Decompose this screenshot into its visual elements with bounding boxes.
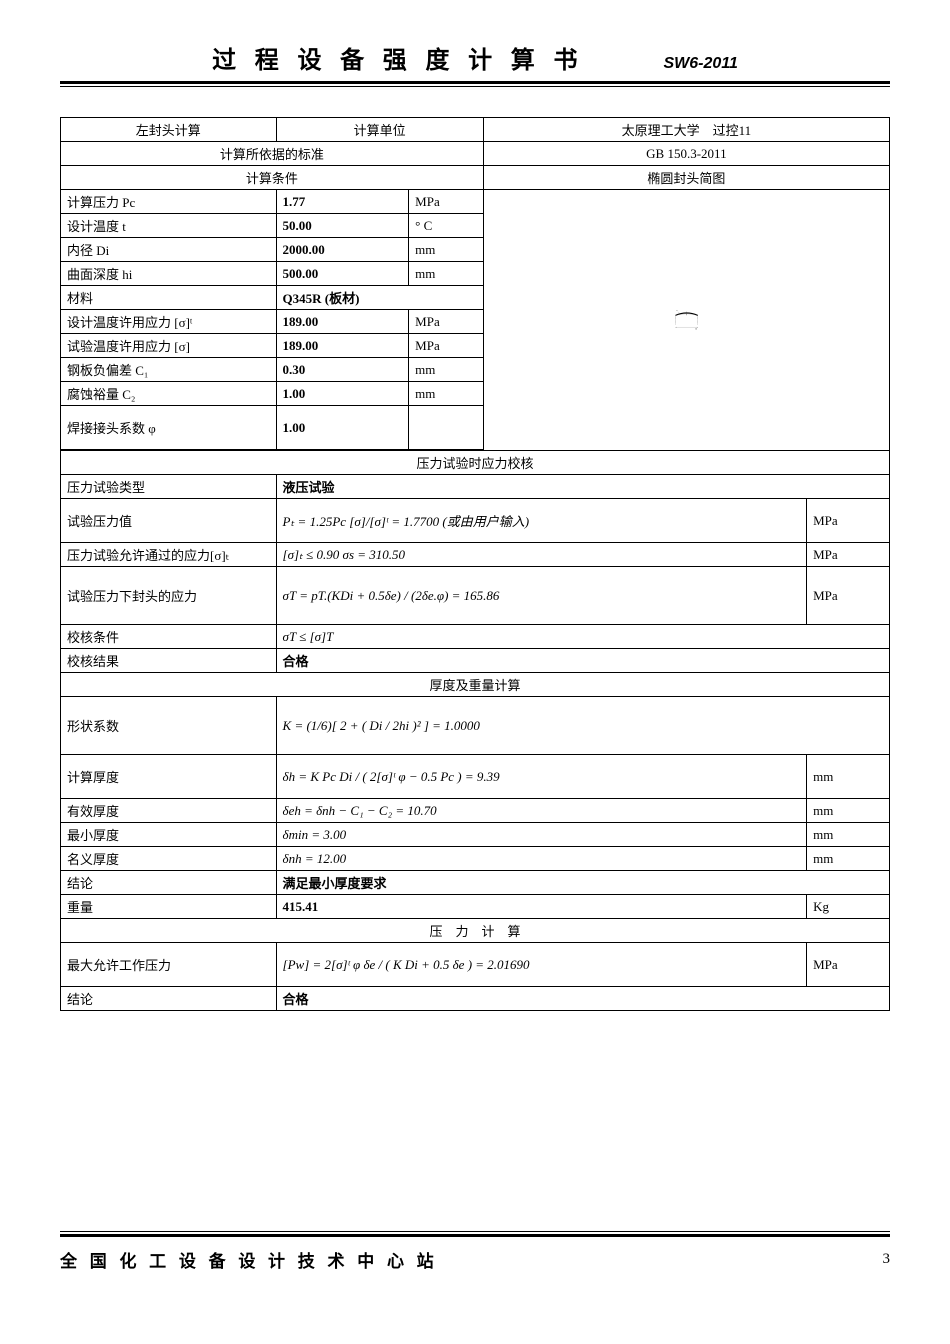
di-dim-label: Di: [695, 328, 697, 330]
pt-type-label: 压力试验类型: [61, 475, 277, 499]
nom-thk-label: 名义厚度: [61, 847, 277, 871]
pc-val: 1.77: [276, 190, 409, 214]
c2-unit: mm: [409, 382, 484, 406]
weight-label: 重量: [61, 895, 277, 919]
page-number: 3: [883, 1251, 891, 1268]
pmax-formula: [Pw] = 2[σ]ᵗ φ δe / ( K Di + 0.5 δe ) = …: [276, 943, 807, 987]
page-footer: 全 国 化 工 设 备 设 计 技 术 中 心 站 3: [60, 1231, 890, 1272]
mat-val: Q345R (板材): [276, 286, 483, 310]
calc-thk-unit: mm: [807, 755, 890, 799]
c1-unit: mm: [409, 358, 484, 382]
eff-thk-formula: δeh = δnh − C₁ − C₂ = 10.70: [276, 799, 807, 823]
sigma-val: 189.00: [276, 334, 409, 358]
sigma-t-unit: MPa: [409, 310, 484, 334]
calc-unit-label: 计算单位: [276, 118, 483, 142]
footer-rule-thin: [60, 1231, 890, 1232]
t-label: 设计温度 t: [61, 214, 277, 238]
c1-label: 钢板负偏差 C₁: [61, 358, 277, 382]
delta-h-label: δh: [676, 309, 678, 312]
calc-thk-formula: δh = K Pc Di / ( 2[σ]ᵗ φ − 0.5 Pc ) = 9.…: [276, 755, 807, 799]
left-calc-label: 左封头计算: [61, 118, 277, 142]
title-code: SW6-2011: [663, 55, 737, 73]
min-thk-label: 最小厚度: [61, 823, 277, 847]
pt-label: 试验压力值: [61, 499, 277, 543]
check-label: 校核条件: [61, 625, 277, 649]
eff-thk-label: 有效厚度: [61, 799, 277, 823]
pc-label: 计算压力 Pc: [61, 190, 277, 214]
pmax-unit: MPa: [807, 943, 890, 987]
eff-thk-unit: mm: [807, 799, 890, 823]
phi-val: 1.00: [276, 406, 409, 450]
c1-val: 0.30: [276, 358, 409, 382]
di-val: 2000.00: [276, 238, 409, 262]
stress-label: 试验压力下封头的应力: [61, 567, 277, 625]
phi-empty: [409, 406, 484, 450]
di-unit: mm: [409, 238, 484, 262]
standard-label: 计算所依据的标准: [61, 142, 484, 166]
header-rule-thick: [60, 81, 890, 84]
footer-rule-thick: [60, 1234, 890, 1237]
pt-unit: MPa: [807, 499, 890, 543]
phi-label: 焊接接头系数 φ: [61, 406, 277, 450]
thk-concl-val: 满足最小厚度要求: [276, 871, 889, 895]
c2-label: 腐蚀裕量 C₂: [61, 382, 277, 406]
t-unit: ° C: [409, 214, 484, 238]
pt-formula: Pₜ = 1.25Pc [σ]/[σ]ᵗ = 1.7700 (或由用户输入): [276, 499, 807, 543]
footer-text: 全 国 化 工 设 备 设 计 技 术 中 心 站: [60, 1247, 438, 1272]
thk-concl-label: 结论: [61, 871, 277, 895]
pressure-calc-heading: 压 力 计 算: [61, 919, 890, 943]
sigma-label: 试验温度许用应力 [σ]: [61, 334, 277, 358]
calc-unit-value: 太原理工大学 过控11: [483, 118, 889, 142]
standard-value: GB 150.3-2011: [483, 142, 889, 166]
page-header: 过 程 设 备 强 度 计 算 书 SW6-2011: [60, 40, 890, 75]
weight-unit: Kg: [807, 895, 890, 919]
title-main: 过 程 设 备 强 度 计 算 书: [212, 40, 583, 75]
sigma-t-label: 设计温度许用应力 [σ]ᵗ: [61, 310, 277, 334]
thickness-heading: 厚度及重量计算: [61, 673, 890, 697]
min-thk-formula: δmin = 3.00: [276, 823, 807, 847]
pt-result-label: 校核结果: [61, 649, 277, 673]
hi-unit: mm: [409, 262, 484, 286]
pt-type-val: 液压试验: [276, 475, 889, 499]
hi-val: 500.00: [276, 262, 409, 286]
cond-label: 计算条件: [61, 166, 484, 190]
pressure-test-heading: 压力试验时应力校核: [61, 451, 890, 475]
mat-label: 材料: [61, 286, 277, 310]
min-thk-unit: mm: [807, 823, 890, 847]
calc-table: 左封头计算 计算单位 太原理工大学 过控11 计算所依据的标准 GB 150.3…: [60, 117, 890, 1011]
hi-label: 曲面深度 hi: [61, 262, 277, 286]
t-val: 50.00: [276, 214, 409, 238]
allow-unit: MPa: [807, 543, 890, 567]
pt-result-val: 合格: [276, 649, 889, 673]
sigma-unit: MPa: [409, 334, 484, 358]
allow-label: 压力试验允许通过的应力[σ]ₜ: [61, 543, 277, 567]
pc-unit: MPa: [409, 190, 484, 214]
nom-thk-formula: δnh = 12.00: [276, 847, 807, 871]
pc-concl-val: 合格: [276, 987, 889, 1011]
header-rule-thin: [60, 86, 890, 87]
allow-formula: [σ]ₜ ≤ 0.90 σs = 310.50: [276, 543, 807, 567]
c2-val: 1.00: [276, 382, 409, 406]
stress-unit: MPa: [807, 567, 890, 625]
di-label: 内径 Di: [61, 238, 277, 262]
shape-formula: K = (1/6)[ 2 + ( Di / 2hi )² ] = 1.0000: [276, 697, 889, 755]
calc-thk-label: 计算厚度: [61, 755, 277, 799]
diagram-label: 椭圆封头简图: [483, 166, 889, 190]
pmax-label: 最大允许工作压力: [61, 943, 277, 987]
pc-concl-label: 结论: [61, 987, 277, 1011]
diagram-cell: δh Di: [483, 190, 889, 451]
ellipse-head-diagram: δh Di: [484, 309, 889, 332]
sigma-t-val: 189.00: [276, 310, 409, 334]
check-formula: σT ≤ [σ]T: [276, 625, 889, 649]
nom-thk-unit: mm: [807, 847, 890, 871]
weight-val: 415.41: [276, 895, 807, 919]
shape-label: 形状系数: [61, 697, 277, 755]
stress-formula: σT = pT.(KDi + 0.5δe) / (2δe.φ) = 165.86: [276, 567, 807, 625]
